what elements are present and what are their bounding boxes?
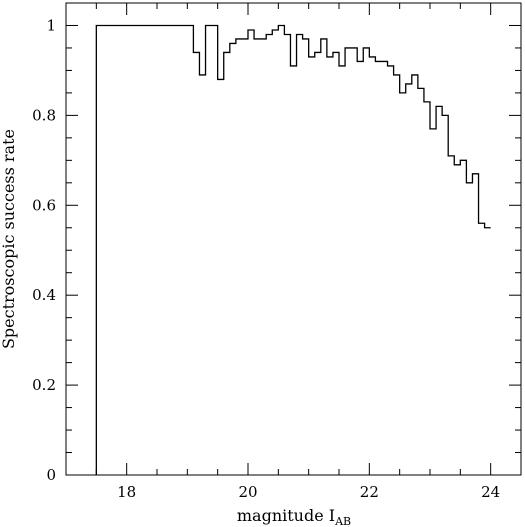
y-tick-label: 0.8 — [32, 106, 56, 124]
x-tick-label: 22 — [360, 483, 379, 501]
y-tick-label: 0.4 — [32, 286, 56, 304]
y-tick-label: 1 — [46, 16, 56, 34]
y-tick-label: 0 — [46, 466, 56, 484]
x-axis-title: magnitude IAB — [237, 506, 351, 527]
x-tick-label: 20 — [238, 483, 257, 501]
plot-frame — [65, 2, 522, 476]
series-step-line — [95, 24, 491, 475]
x-axis-title-subscript: AB — [334, 515, 351, 527]
y-tick-label: 0.2 — [32, 376, 56, 394]
axis-tick-labels: 18 20 22 24 0 0.2 0.4 0.6 0.8 1 — [32, 16, 500, 501]
y-tick-label: 0.6 — [32, 196, 56, 214]
x-tick-label: 24 — [481, 483, 500, 501]
axis-ticks — [65, 2, 522, 476]
y-axis-title: Spectroscopic success rate — [0, 129, 18, 349]
x-tick-label: 18 — [117, 483, 136, 501]
x-axis-title-main: magnitude I — [237, 506, 335, 525]
